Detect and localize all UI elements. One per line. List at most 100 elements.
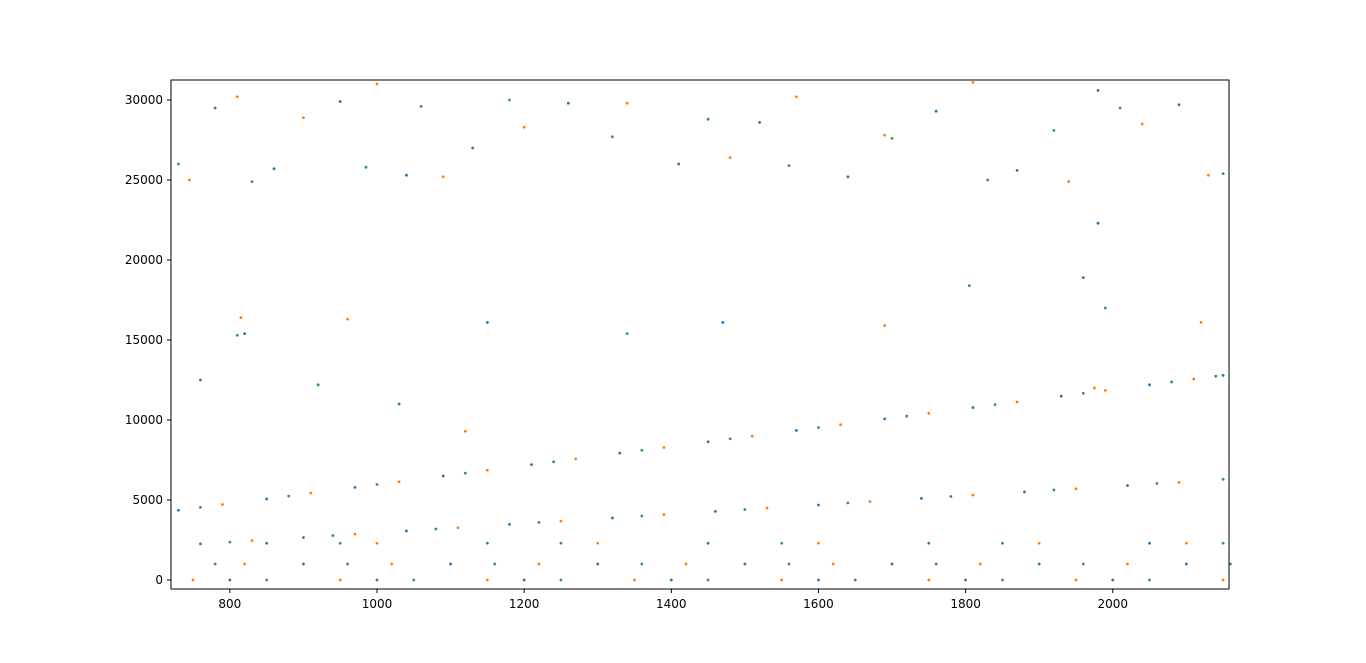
point xyxy=(853,578,857,582)
point xyxy=(839,423,842,427)
point xyxy=(375,578,379,582)
point xyxy=(213,562,217,566)
point xyxy=(559,541,563,545)
point xyxy=(883,133,887,137)
point xyxy=(611,516,614,520)
point xyxy=(338,100,342,104)
x-tick-label: 1400 xyxy=(656,597,687,611)
point xyxy=(640,562,644,566)
point xyxy=(287,494,291,498)
point xyxy=(1081,562,1085,566)
point xyxy=(566,101,570,105)
point xyxy=(176,508,180,512)
point xyxy=(434,527,438,531)
point xyxy=(1126,562,1129,566)
point xyxy=(971,406,975,409)
point xyxy=(552,460,555,464)
point xyxy=(1221,373,1225,377)
point xyxy=(721,321,725,324)
point xyxy=(794,95,798,99)
point xyxy=(883,417,887,421)
point xyxy=(1015,400,1019,404)
point xyxy=(1155,481,1159,485)
point xyxy=(890,137,894,140)
point xyxy=(787,164,791,168)
point xyxy=(743,562,747,566)
point xyxy=(250,539,254,543)
point xyxy=(831,562,835,566)
point xyxy=(1221,477,1225,481)
point xyxy=(338,541,342,545)
point xyxy=(199,378,202,382)
point xyxy=(890,562,894,566)
plot-frame xyxy=(170,79,1230,590)
point xyxy=(1081,276,1085,280)
point xyxy=(625,101,629,105)
point xyxy=(449,562,452,566)
point xyxy=(750,434,754,438)
point xyxy=(176,162,180,166)
point xyxy=(978,562,982,566)
point xyxy=(199,542,202,546)
point xyxy=(920,497,923,500)
point xyxy=(1148,578,1151,582)
point xyxy=(684,562,688,566)
point xyxy=(728,156,732,160)
point xyxy=(265,578,269,582)
point xyxy=(265,497,269,501)
point xyxy=(213,106,217,110)
point xyxy=(375,483,379,486)
point xyxy=(243,562,246,566)
point xyxy=(456,526,460,530)
point xyxy=(758,121,761,124)
point xyxy=(780,541,784,545)
point xyxy=(817,503,820,507)
point xyxy=(1023,490,1026,494)
point xyxy=(706,541,710,545)
point xyxy=(302,562,305,566)
point xyxy=(530,463,533,467)
point xyxy=(706,440,710,444)
point xyxy=(986,178,990,182)
point xyxy=(934,562,938,566)
point xyxy=(1221,578,1225,582)
y-tick-label: 10000 xyxy=(125,413,163,427)
point xyxy=(375,82,379,86)
point xyxy=(485,468,489,472)
point xyxy=(1214,374,1218,378)
point xyxy=(537,521,541,524)
point xyxy=(522,125,526,129)
point xyxy=(485,578,489,582)
point xyxy=(471,146,475,150)
point xyxy=(743,508,747,511)
point xyxy=(1015,169,1019,172)
point xyxy=(633,578,636,582)
point xyxy=(596,562,600,566)
point xyxy=(405,173,408,177)
point xyxy=(1140,122,1144,126)
point xyxy=(397,402,401,406)
point xyxy=(364,165,368,169)
point xyxy=(1000,541,1004,545)
point xyxy=(1221,172,1225,176)
point xyxy=(1092,386,1096,390)
point xyxy=(765,506,769,510)
point xyxy=(1111,578,1115,582)
point xyxy=(302,116,305,120)
x-tick-label: 1800 xyxy=(950,597,981,611)
point xyxy=(927,578,931,582)
point xyxy=(419,105,423,108)
point xyxy=(846,501,850,505)
point xyxy=(405,529,408,533)
point xyxy=(221,503,224,506)
point xyxy=(868,500,872,504)
point xyxy=(971,81,975,84)
point xyxy=(1096,221,1100,225)
point xyxy=(677,162,681,166)
point xyxy=(1052,488,1056,492)
point xyxy=(1170,380,1174,384)
point xyxy=(1177,481,1181,484)
point xyxy=(934,109,938,113)
point xyxy=(199,505,202,509)
